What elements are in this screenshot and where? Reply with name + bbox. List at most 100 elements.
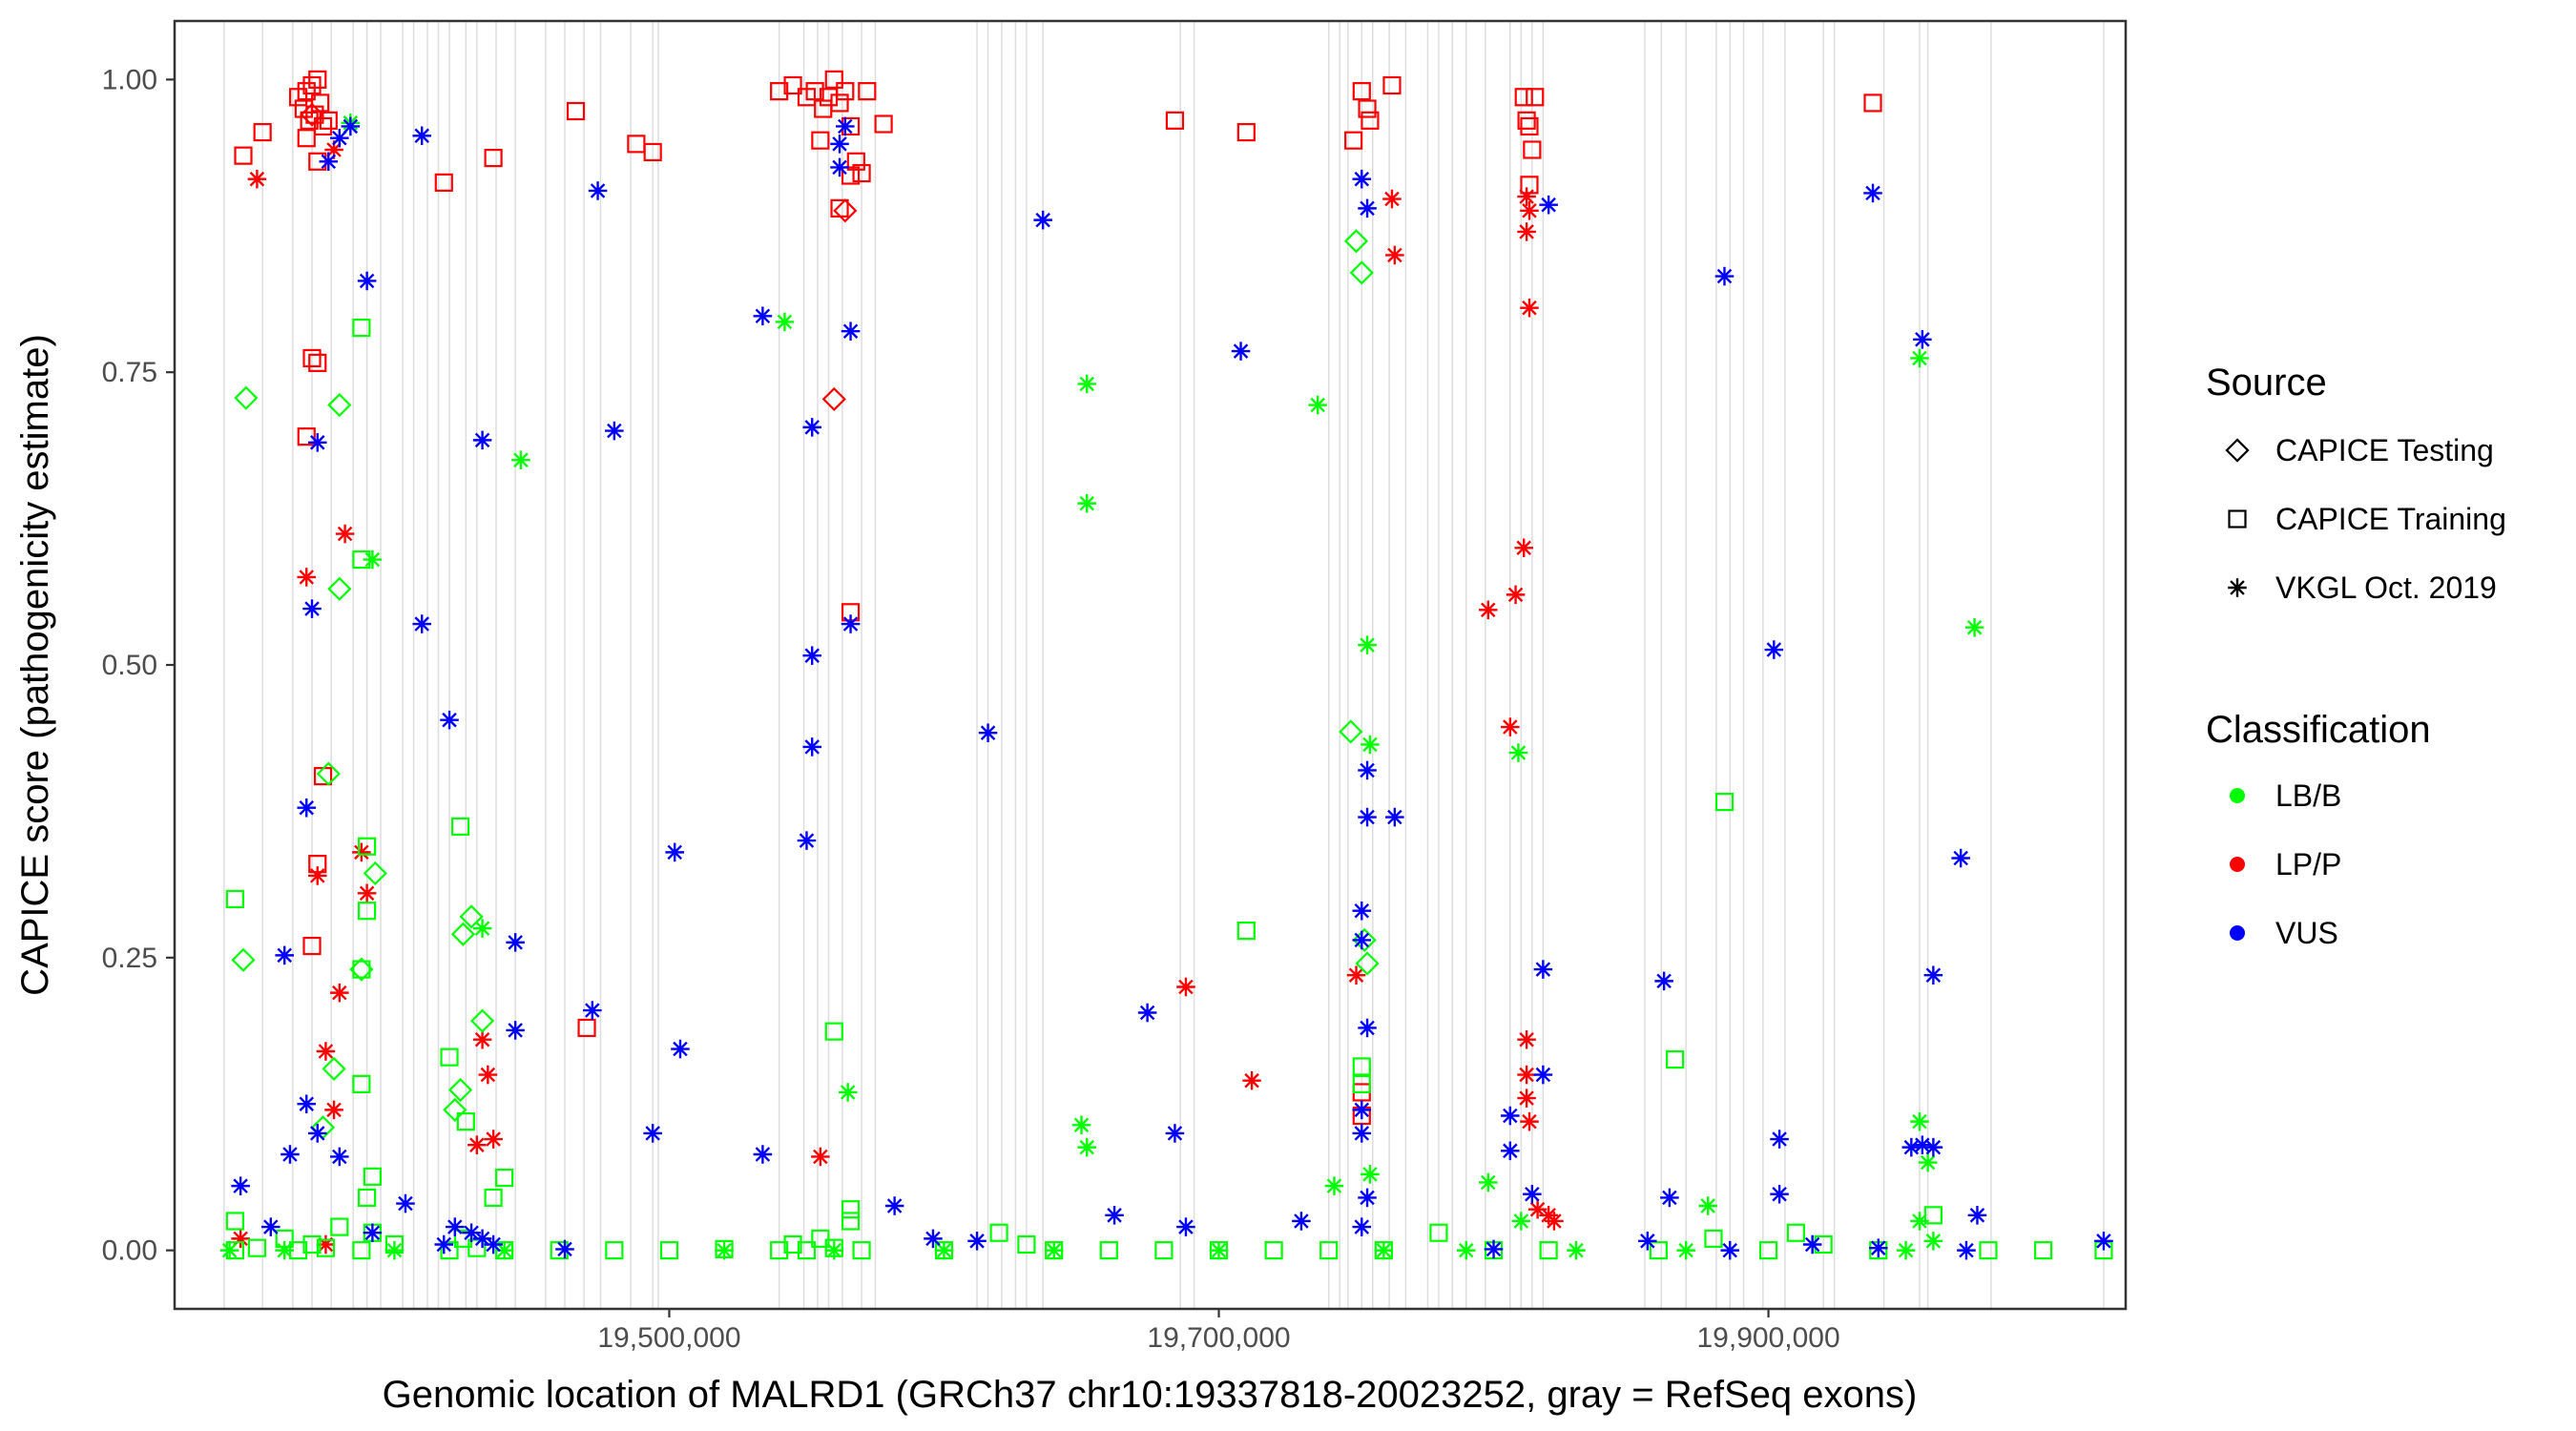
data-point — [412, 614, 432, 633]
data-point — [1896, 1240, 1916, 1260]
data-point — [1523, 1184, 1542, 1204]
data-point — [316, 761, 341, 786]
data-point — [811, 1147, 830, 1167]
data-point — [231, 1176, 250, 1195]
data-point — [1231, 342, 1251, 361]
data-point — [358, 1188, 377, 1208]
data-point — [770, 82, 789, 101]
data-point — [511, 450, 530, 470]
data-point — [802, 418, 822, 437]
data-point — [319, 152, 339, 172]
legend-item-asterisk: VKGL Oct. 2019 — [2228, 570, 2497, 605]
data-point — [1770, 1184, 1789, 1204]
data-point — [319, 111, 338, 130]
data-point — [811, 131, 830, 150]
data-point — [330, 1147, 349, 1167]
data-point — [472, 430, 492, 450]
data-point — [1517, 187, 1536, 206]
data-point — [447, 1077, 473, 1103]
data-point — [836, 82, 855, 101]
data-point — [802, 646, 822, 665]
data-point — [1385, 807, 1404, 827]
data-point — [1704, 1229, 1723, 1248]
data-point — [1361, 735, 1380, 755]
data-point — [783, 1234, 802, 1255]
data-point — [924, 1229, 943, 1249]
legend-item-diamond: CAPICE Testing — [2225, 433, 2494, 467]
data-point — [1863, 183, 1882, 203]
data-point — [1770, 1130, 1789, 1149]
data-point — [1913, 330, 1932, 349]
data-point — [555, 1239, 574, 1259]
data-point — [1517, 222, 1536, 241]
data-point — [1352, 901, 1372, 921]
data-point — [446, 1217, 465, 1236]
data-point — [1358, 99, 1377, 118]
legend-item-vus: VUS — [2230, 916, 2338, 950]
data-point — [783, 75, 802, 95]
data-point — [234, 146, 253, 165]
data-point — [297, 82, 316, 101]
data-point — [307, 866, 327, 885]
data-point — [1501, 1141, 1520, 1161]
data-point — [324, 1100, 343, 1120]
data-point — [307, 433, 327, 452]
data-point — [443, 1097, 467, 1122]
data-point — [1523, 140, 1542, 159]
legend: Source CAPICE Testing CAPICE Training VKGL… — [2206, 362, 2506, 950]
data-point — [330, 983, 349, 1003]
data-point — [665, 842, 684, 862]
data-point — [357, 271, 377, 291]
data-point — [1638, 1232, 1657, 1251]
data-point — [830, 198, 849, 218]
legend-label: VKGL Oct. 2019 — [2275, 570, 2497, 605]
data-point — [467, 1135, 487, 1154]
data-point — [280, 1145, 300, 1164]
legend-item-square: CAPICE Training — [2228, 502, 2506, 536]
data-point — [297, 129, 316, 148]
data-point — [1374, 1240, 1394, 1260]
data-point — [605, 421, 624, 441]
data-point — [1478, 1172, 1498, 1192]
data-point — [302, 75, 322, 95]
data-point — [1324, 1176, 1344, 1195]
y-axis: 0.00 0.25 0.50 0.75 1.00 — [102, 64, 175, 1267]
data-point — [1382, 189, 1402, 209]
data-point — [805, 82, 824, 101]
data-point — [1099, 1241, 1118, 1260]
data-point — [352, 842, 371, 862]
data-point — [1044, 1240, 1064, 1260]
data-point — [275, 1240, 294, 1260]
plot-panel-border — [173, 19, 2128, 1311]
data-point — [1514, 538, 1533, 558]
data-point — [440, 1241, 459, 1260]
data-point — [1654, 971, 1673, 991]
data-point — [302, 599, 322, 618]
data-point — [313, 116, 333, 136]
data-point — [753, 306, 773, 326]
data-point — [884, 1196, 904, 1215]
data-point — [434, 1234, 454, 1255]
y-tick-label: 0.00 — [102, 1235, 157, 1267]
data-point — [234, 385, 259, 410]
data-point — [841, 321, 861, 342]
legend-label: LP/P — [2275, 847, 2341, 881]
legend-label: VUS — [2275, 916, 2338, 950]
data-point — [219, 1240, 239, 1260]
data-point — [327, 392, 352, 418]
data-point — [484, 1234, 503, 1255]
data-point — [841, 1200, 861, 1219]
data-point — [1236, 122, 1256, 142]
data-point — [472, 919, 492, 938]
data-point — [294, 99, 313, 118]
data-point — [1506, 585, 1526, 605]
data-point — [830, 93, 849, 113]
data-point — [1910, 1212, 1929, 1231]
data-point — [297, 427, 316, 446]
legend-key-square — [2228, 509, 2247, 529]
data-point — [852, 163, 871, 183]
data-point — [1385, 245, 1404, 265]
data-point — [1349, 260, 1374, 285]
data-point — [1863, 93, 1882, 113]
data-point — [830, 157, 849, 177]
